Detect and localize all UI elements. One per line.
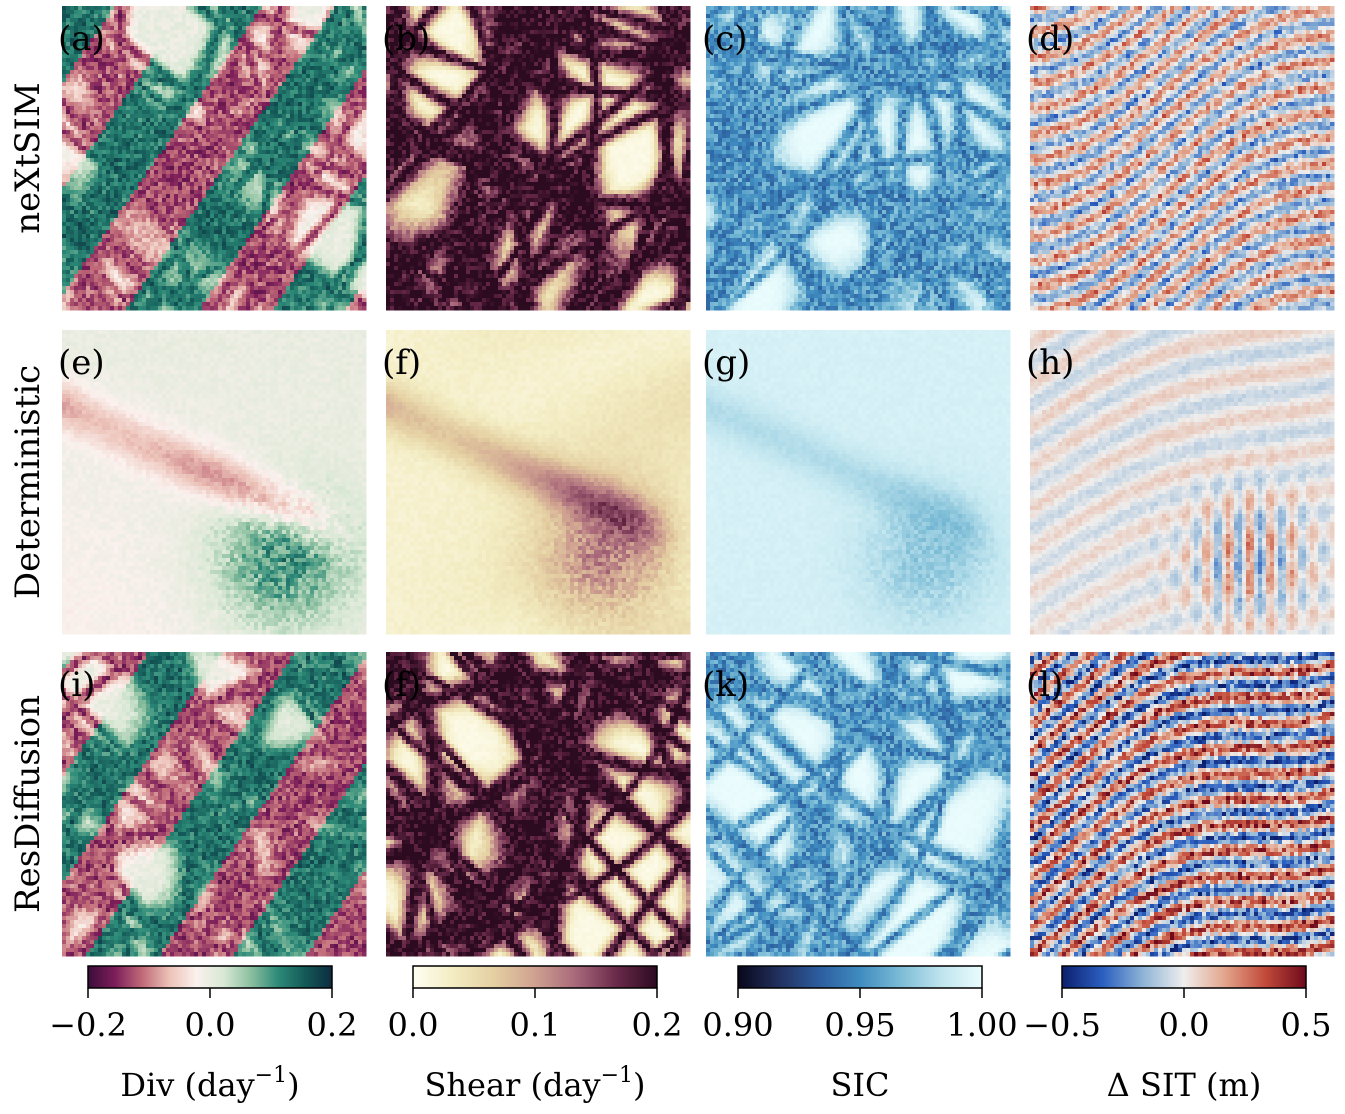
panel-label-c: (c) (702, 19, 748, 59)
colorbar-label-dsit: Δ SIT (m) (1107, 1066, 1262, 1104)
panel-c (706, 6, 1010, 310)
panel-label-l: (l) (1026, 665, 1063, 705)
panel-k (706, 652, 1010, 956)
colorbar-label-sic: SIC (830, 1066, 889, 1104)
panel-label-b: (b) (382, 19, 430, 59)
colorbar-shear: 0.0 0.1 0.2 Shear (day−1) (388, 966, 683, 1104)
panel-l (1030, 652, 1334, 956)
tick-label-shear-1: 0.1 (510, 1006, 561, 1044)
row-label-2: ResDiffusion (8, 695, 48, 913)
tick-label-dsit-1: 0.0 (1159, 1006, 1210, 1044)
tick-label-sic-2: 1.00 (946, 1006, 1017, 1044)
colorbar-label-div: Div (day−1) (120, 1063, 299, 1104)
panel-label-g: (g) (702, 343, 750, 383)
panel-d (1030, 6, 1334, 310)
colorbar-bar-shear (413, 966, 657, 988)
panel-e (62, 330, 366, 634)
tick-label-shear-0: 0.0 (388, 1006, 439, 1044)
tick-label-div-2: 0.2 (307, 1006, 358, 1044)
panel-label-f: (f) (382, 343, 421, 383)
panel-label-d: (d) (1026, 19, 1074, 59)
panel-j (386, 652, 690, 956)
colorbar-bar-sic (738, 966, 982, 988)
panel-label-a: (a) (58, 19, 105, 59)
tick-label-dsit-0: −0.5 (1023, 1006, 1101, 1044)
colorbar-bar-div (88, 966, 332, 988)
tick-label-div-1: 0.0 (185, 1006, 236, 1044)
panel-g (706, 330, 1010, 634)
colorbar-bar-dsit (1062, 966, 1306, 988)
panel-f (386, 330, 690, 634)
panel-h (1030, 330, 1334, 634)
panel-label-k: (k) (702, 665, 749, 705)
tick-label-sic-1: 0.95 (824, 1006, 895, 1044)
panel-a (62, 6, 366, 310)
colorbar-label-shear: Shear (day−1) (424, 1063, 645, 1104)
colorbar-dsit: −0.5 0.0 0.5 Δ SIT (m) (1023, 966, 1331, 1104)
colorbar-sic: 0.90 0.95 1.00 SIC (702, 966, 1017, 1104)
panel-label-j: (f) (382, 665, 421, 705)
row-label-1: Deterministic (8, 365, 48, 599)
tick-label-dsit-2: 0.5 (1281, 1006, 1332, 1044)
panel-label-i: (i) (58, 665, 95, 705)
row-labels: neXtSIM Deterministic ResDiffusion (8, 82, 48, 913)
tick-label-shear-2: 0.2 (632, 1006, 683, 1044)
panel-label-h: (h) (1026, 343, 1074, 383)
tick-label-div-0: −0.2 (49, 1006, 127, 1044)
panel-i (62, 652, 366, 956)
panel-b (386, 6, 690, 310)
row-label-0: neXtSIM (8, 82, 48, 233)
panel-label-e: (e) (58, 343, 105, 383)
tick-label-sic-0: 0.90 (702, 1006, 773, 1044)
heatmap-panels: (a) (b) (c) (d) (e) (f) (g) (h) (i) (f) (k) (l) (58, 6, 1334, 956)
